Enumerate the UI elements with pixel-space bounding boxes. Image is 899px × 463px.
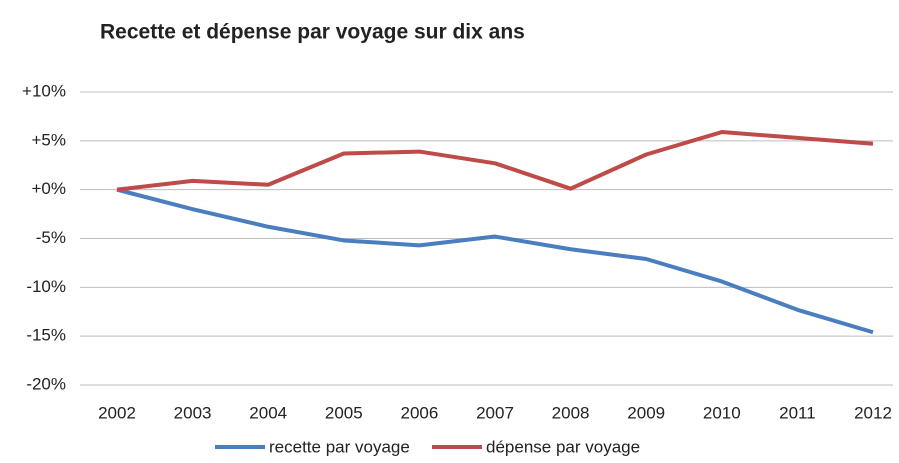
x-tick-label: 2012 <box>854 403 892 422</box>
series-line <box>116 130 874 192</box>
y-tick-label: +0% <box>32 179 67 198</box>
y-tick-label: -15% <box>26 326 66 345</box>
x-tick-label: 2009 <box>627 403 665 422</box>
x-tick-label: 2010 <box>703 403 741 422</box>
x-tick-label: 2002 <box>98 403 136 422</box>
x-tick-label: 2006 <box>400 403 438 422</box>
y-tick-label: +10% <box>22 81 66 100</box>
x-tick-label: 2008 <box>552 403 590 422</box>
y-tick-label: +5% <box>32 130 67 149</box>
series-line <box>116 187 874 335</box>
chart-title: Recette et dépense par voyage sur dix an… <box>100 21 525 44</box>
y-tick-label: -20% <box>26 374 66 393</box>
legend-label: recette par voyage <box>269 437 410 456</box>
x-tick-label: 2005 <box>325 403 363 422</box>
x-tick-label: 2004 <box>249 403 287 422</box>
x-tick-label: 2003 <box>174 403 212 422</box>
y-tick-label: -10% <box>26 277 66 296</box>
y-tick-label: -5% <box>36 228 66 247</box>
x-tick-label: 2011 <box>779 403 816 422</box>
x-tick-label: 2007 <box>476 403 514 422</box>
legend-label: dépense par voyage <box>486 437 640 456</box>
